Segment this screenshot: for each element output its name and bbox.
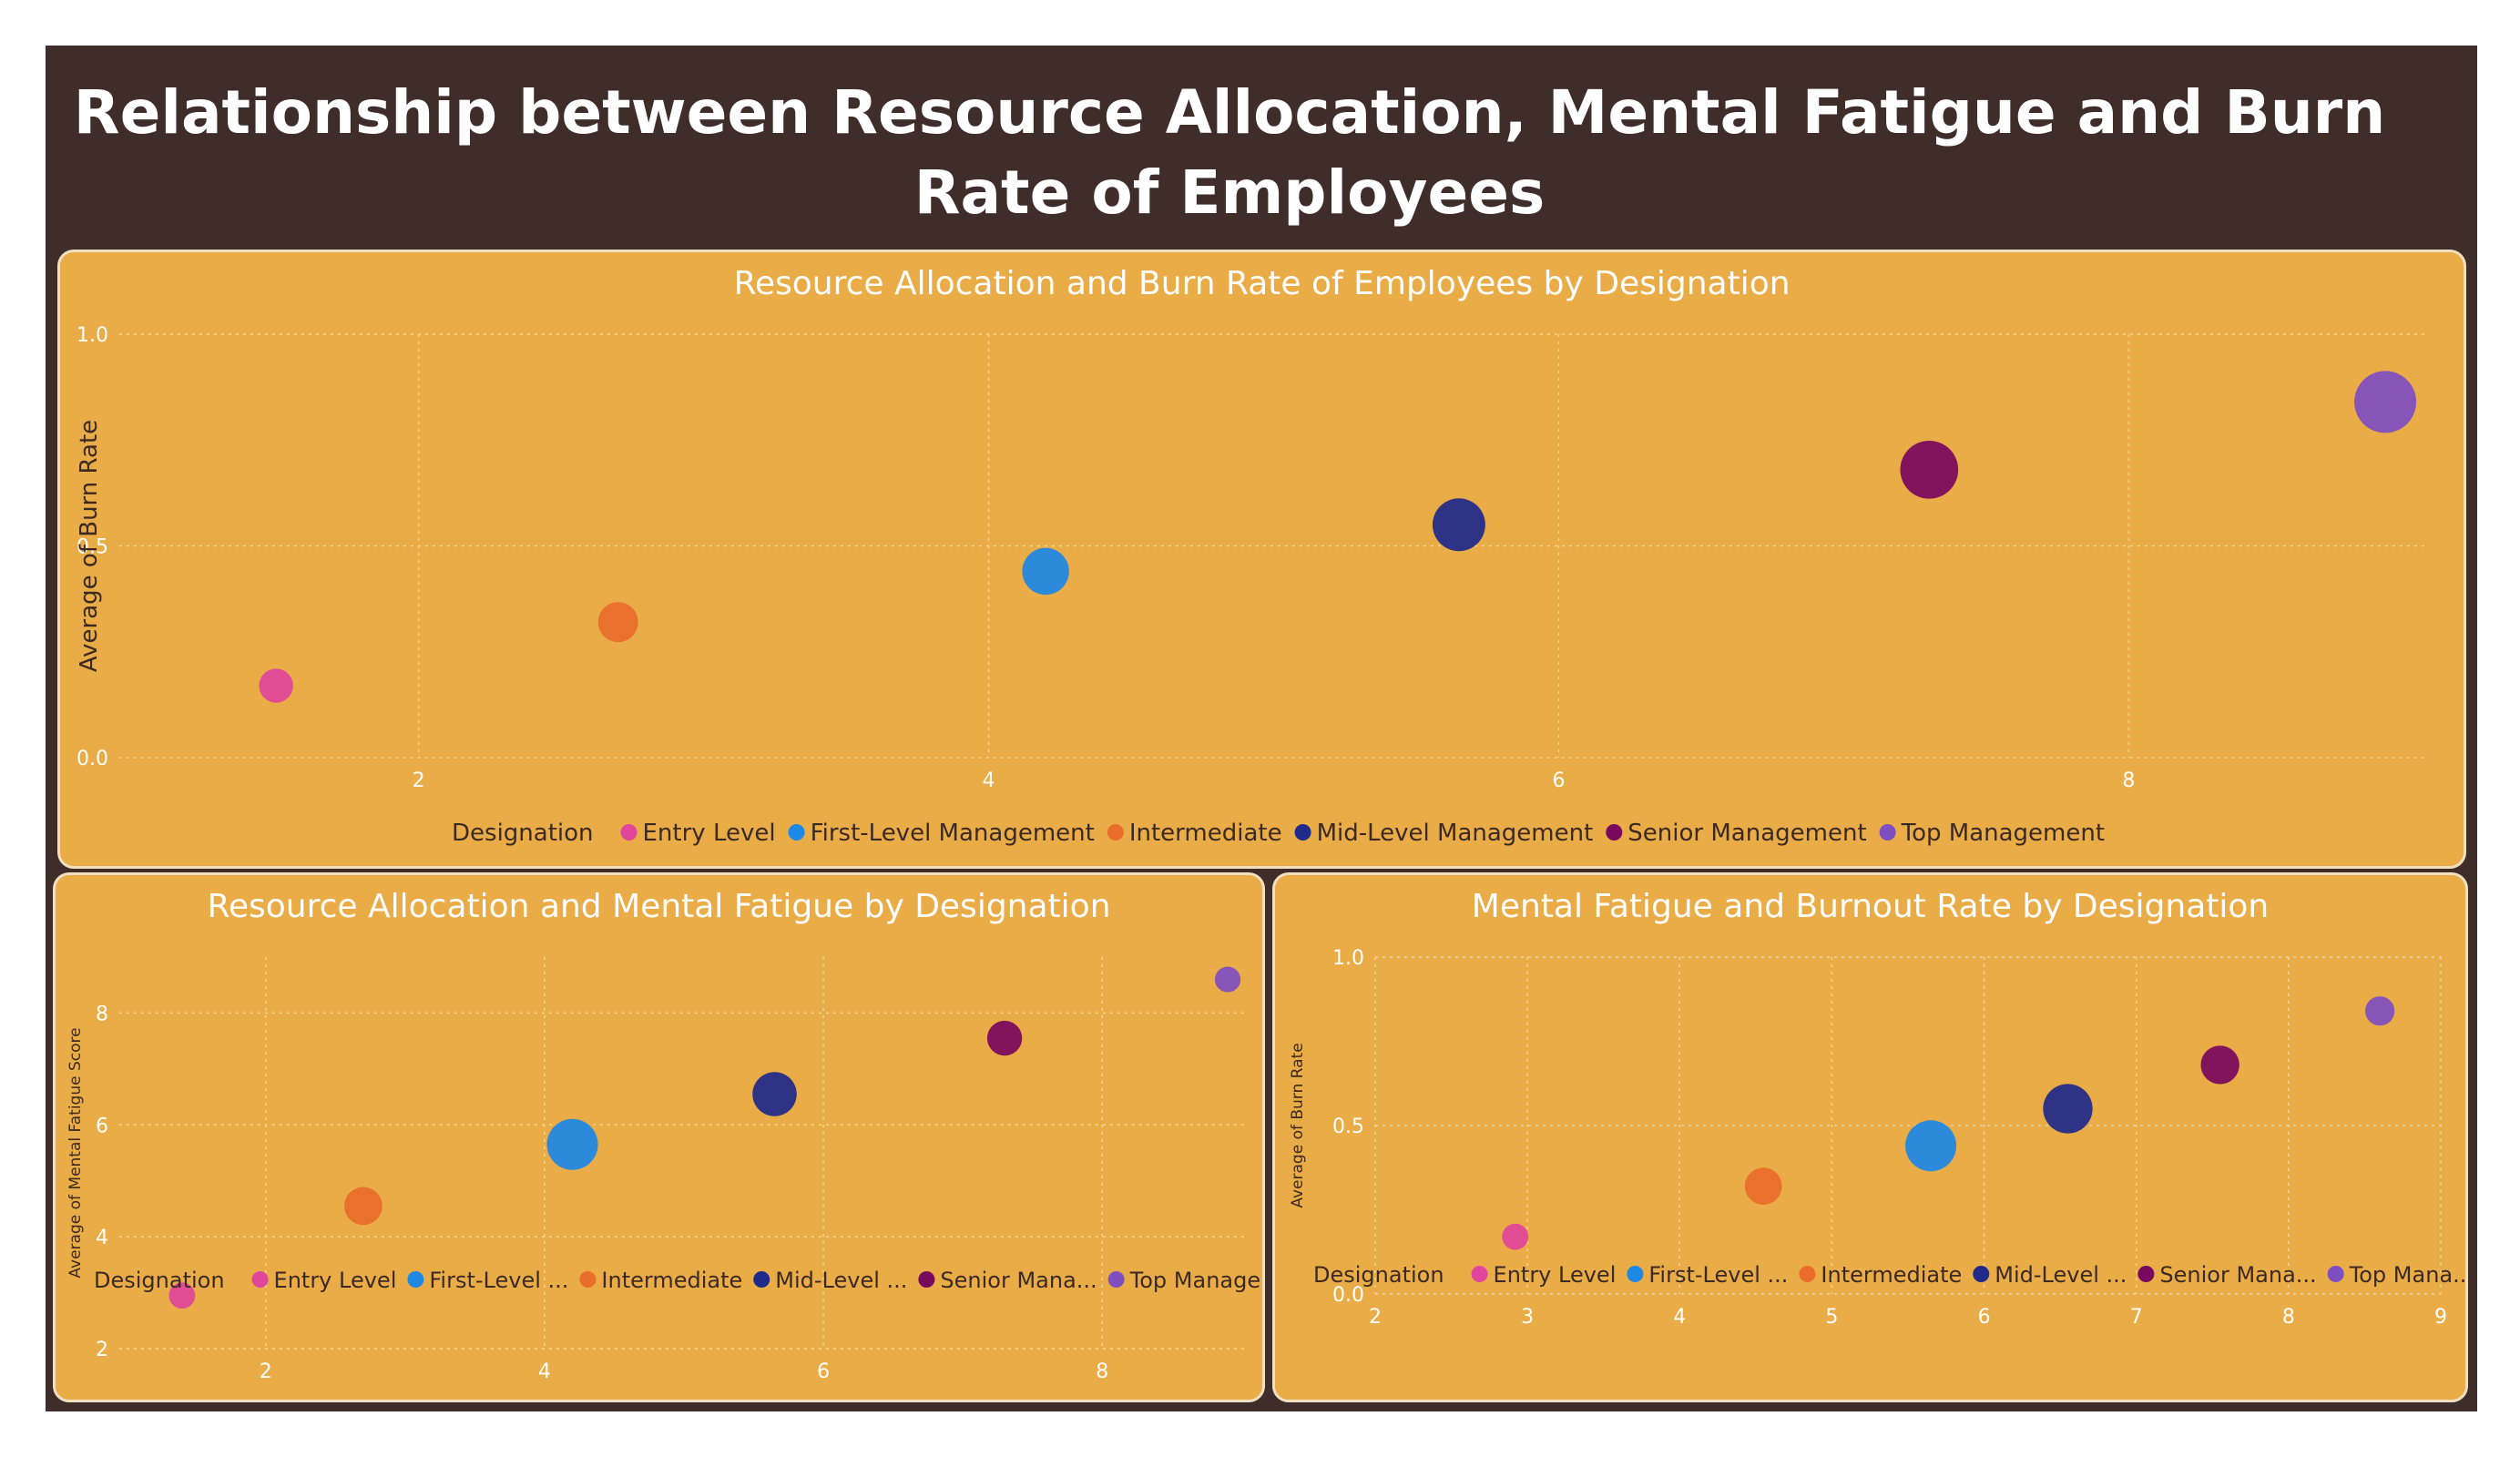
scatter-chart-resource-burn[interactable]: 0.0 0.5 1.0 2 4 6 8 Average of Burn Rate Designa… [60,252,2466,869]
legend-marker [579,1271,597,1288]
scatter-chart-fatigue-burnout[interactable]: 0.0 0.5 1.0 2 3 4 5 6 7 8 9 Average of Burn Rate Des… [1275,875,2468,1402]
x-tick-label: 8 [2122,769,2135,792]
legend-label: Top Mana... [2349,1262,2468,1288]
x-tick-label: 2 [413,769,425,792]
y-tick-label: 4 [96,1227,108,1249]
y-tick-label: 1.0 [1332,947,1364,970]
data-point [597,602,638,643]
legend-marker [1606,824,1623,841]
x-tick-label: 7 [2130,1306,2143,1329]
legend-title: Designation [1313,1262,1444,1288]
data-point [1432,498,1485,552]
x-tick-label: 4 [983,769,995,792]
x-tick-label: 4 [538,1360,551,1383]
data-point [546,1118,598,1170]
x-tick-label: 4 [1673,1306,1686,1329]
legend-title: Designation [452,820,594,847]
y-tick-label: 6 [96,1115,108,1137]
data-point [2200,1045,2239,1085]
data-point [1905,1120,1957,1172]
legend-marker [251,1271,269,1288]
legend-label: Top Manage... [1129,1268,1265,1293]
legend-label: First-Level ... [429,1268,568,1293]
chart-panel-fatigue-burnout[interactable]: Mental Fatigue and Burnout Rate by Desig… [1272,872,2468,1402]
legend-label: Intermediate [601,1268,742,1293]
y-tick-label: 0.0 [77,748,108,770]
data-point [2354,371,2417,433]
legend-marker [1973,1266,1990,1282]
legend-label: Senior Management [1627,820,1866,847]
chart-title: Resource Allocation and Burn Rate of Emp… [733,265,1791,302]
y-tick-label: 2 [96,1339,108,1361]
data-point [986,1020,1023,1056]
data-point [1502,1223,1529,1250]
legend-label: Mid-Level Management [1317,820,1594,847]
y-axis-title: Average of Burn Rate [76,420,103,672]
data-point [752,1072,797,1116]
data-point [1900,440,1959,499]
legend-label: Entry Level [643,820,776,847]
legend-label: Top Management [1901,820,2105,847]
data-point [1744,1167,1782,1205]
data-point [2043,1084,2093,1134]
legend-marker [1471,1266,1488,1282]
legend-marker [1294,824,1311,841]
data-point [344,1187,383,1226]
legend-title: Designation [94,1268,225,1293]
legend-marker [2327,1266,2344,1282]
legend-marker [620,824,638,841]
y-axis-title: Average of Mental Fatigue Score [66,1027,85,1278]
legend-marker [407,1271,424,1288]
legend-label: Senior Mana... [2159,1262,2316,1288]
data-point [1214,966,1241,993]
legend-marker [918,1271,935,1288]
data-point [2365,996,2395,1026]
y-axis-title: Average of Burn Rate [1289,1043,1307,1207]
x-tick-label: 8 [2282,1306,2295,1329]
x-tick-label: 5 [1825,1306,1838,1329]
chart-panel-burn-rate[interactable]: Resource Allocation and Burn Rate of Emp… [57,250,2466,869]
legend-marker [1107,1271,1125,1288]
legend-marker [2137,1266,2155,1282]
legend-label: Entry Level [274,1268,397,1293]
y-tick-label: 0.5 [1332,1116,1364,1138]
x-tick-label: 2 [1369,1306,1382,1329]
dashboard: Relationship between Resource Allocation… [46,46,2477,1411]
x-tick-label: 8 [1096,1360,1108,1383]
legend-marker [788,824,805,841]
legend-label: Senior Mana... [940,1268,1097,1293]
data-point [1022,547,1069,596]
x-tick-label: 2 [260,1360,272,1383]
scatter-chart-resource-fatigue[interactable]: 2 4 6 8 2 4 6 8 Average of Mental Fatigue Score D… [56,875,1265,1402]
legend-marker [1627,1266,1644,1282]
legend-marker [753,1271,770,1288]
legend-marker [1799,1266,1816,1282]
x-tick-label: 6 [1978,1306,1991,1329]
legend-marker [1879,824,1896,841]
chart-panel-mental-fatigue[interactable]: Resource Allocation and Mental Fatigue b… [53,872,1265,1402]
x-tick-label: 9 [2434,1306,2447,1329]
legend-label: First-Level Management [811,820,1095,847]
dashboard-title: Relationship between Resource Allocation… [73,77,2386,228]
legend-label: Mid-Level ... [775,1268,907,1293]
legend-label: First-Level ... [1648,1262,1788,1288]
x-tick-label: 6 [1552,769,1565,792]
chart-title: Resource Allocation and Mental Fatigue b… [207,888,1111,925]
x-tick-label: 3 [1521,1306,1534,1329]
data-point [168,1282,196,1309]
data-point [259,668,293,703]
y-tick-label: 1.0 [77,324,108,347]
legend-marker [1107,824,1124,841]
x-tick-label: 6 [817,1360,830,1383]
legend-label: Entry Level [1494,1262,1617,1288]
chart-title: Mental Fatigue and Burnout Rate by Desig… [1471,888,2270,925]
y-tick-label: 0.0 [1332,1284,1364,1307]
legend-label: Intermediate [1821,1262,1962,1288]
legend-label: Intermediate [1129,820,1282,847]
y-tick-label: 0.5 [77,536,108,559]
y-tick-label: 8 [96,1003,108,1025]
legend-label: Mid-Level ... [1995,1262,2127,1288]
